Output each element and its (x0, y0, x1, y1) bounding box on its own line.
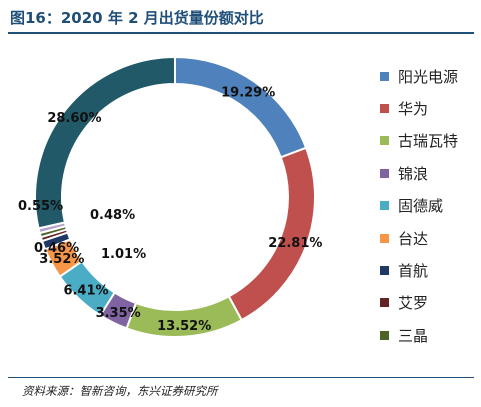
legend-item: 锦浪 (380, 157, 458, 189)
data-label: 13.52% (157, 319, 211, 334)
legend-label: 锦浪 (398, 164, 429, 183)
legend-label: 阳光电源 (398, 67, 459, 86)
legend-label: 三晶 (398, 326, 429, 345)
donut-slice (227, 146, 316, 322)
donut-slice (34, 55, 176, 230)
donut-slices (34, 55, 316, 338)
data-label: 3.35% (96, 306, 141, 321)
legend-swatch (380, 298, 389, 308)
data-label: 19.29% (221, 85, 275, 100)
page-title: 图16：2020 年 2 月出货量份额对比 (10, 9, 264, 27)
footer-rule (8, 377, 474, 378)
data-label: 22.81% (268, 236, 322, 251)
source-note: 资料来源：智新咨询，东兴证券研究所 (22, 384, 218, 398)
legend-swatch (380, 71, 389, 81)
legend-label: 华为 (398, 100, 429, 119)
data-label: 6.41% (63, 284, 108, 299)
legend-item: 华为 (380, 92, 458, 124)
data-labels: 19.29% 22.81% 13.52% 3.35% 6.41% 3.52% 1.01% 0.… (18, 85, 322, 334)
donut-slice (174, 55, 308, 159)
data-label: 28.60% (47, 111, 101, 126)
title-underline (8, 32, 474, 34)
legend-item: 固德威 (380, 190, 458, 222)
legend-swatch (380, 233, 389, 243)
legend-swatch (380, 168, 389, 178)
legend-label: 台达 (398, 229, 429, 248)
legend-label: 艾罗 (398, 294, 429, 313)
legend-item: 阳光电源 (380, 60, 458, 92)
legend-label: 古瑞瓦特 (398, 132, 459, 151)
legend-swatch (380, 136, 389, 146)
legend-item: 三晶 (380, 319, 458, 351)
legend-swatch (380, 201, 389, 211)
legend-item: 艾罗 (380, 287, 458, 319)
data-label: 0.46% (34, 241, 79, 256)
legend-item: 台达 (380, 222, 458, 254)
data-label: 0.55% (18, 199, 63, 214)
legend-item: 古瑞瓦特 (380, 125, 458, 157)
legend-swatch (380, 104, 389, 114)
legend-swatch (380, 266, 389, 276)
data-label: 1.01% (101, 247, 146, 262)
legend-label: 固德威 (398, 197, 444, 216)
data-label: 0.48% (90, 208, 135, 223)
legend-swatch (380, 330, 389, 340)
data-label: 3.52% (39, 252, 84, 267)
legend-item: 首航 (380, 254, 458, 286)
chart-legend: 阳光电源华为古瑞瓦特锦浪固德威台达首航艾罗三晶 (380, 60, 458, 352)
legend-label: 首航 (398, 262, 429, 281)
